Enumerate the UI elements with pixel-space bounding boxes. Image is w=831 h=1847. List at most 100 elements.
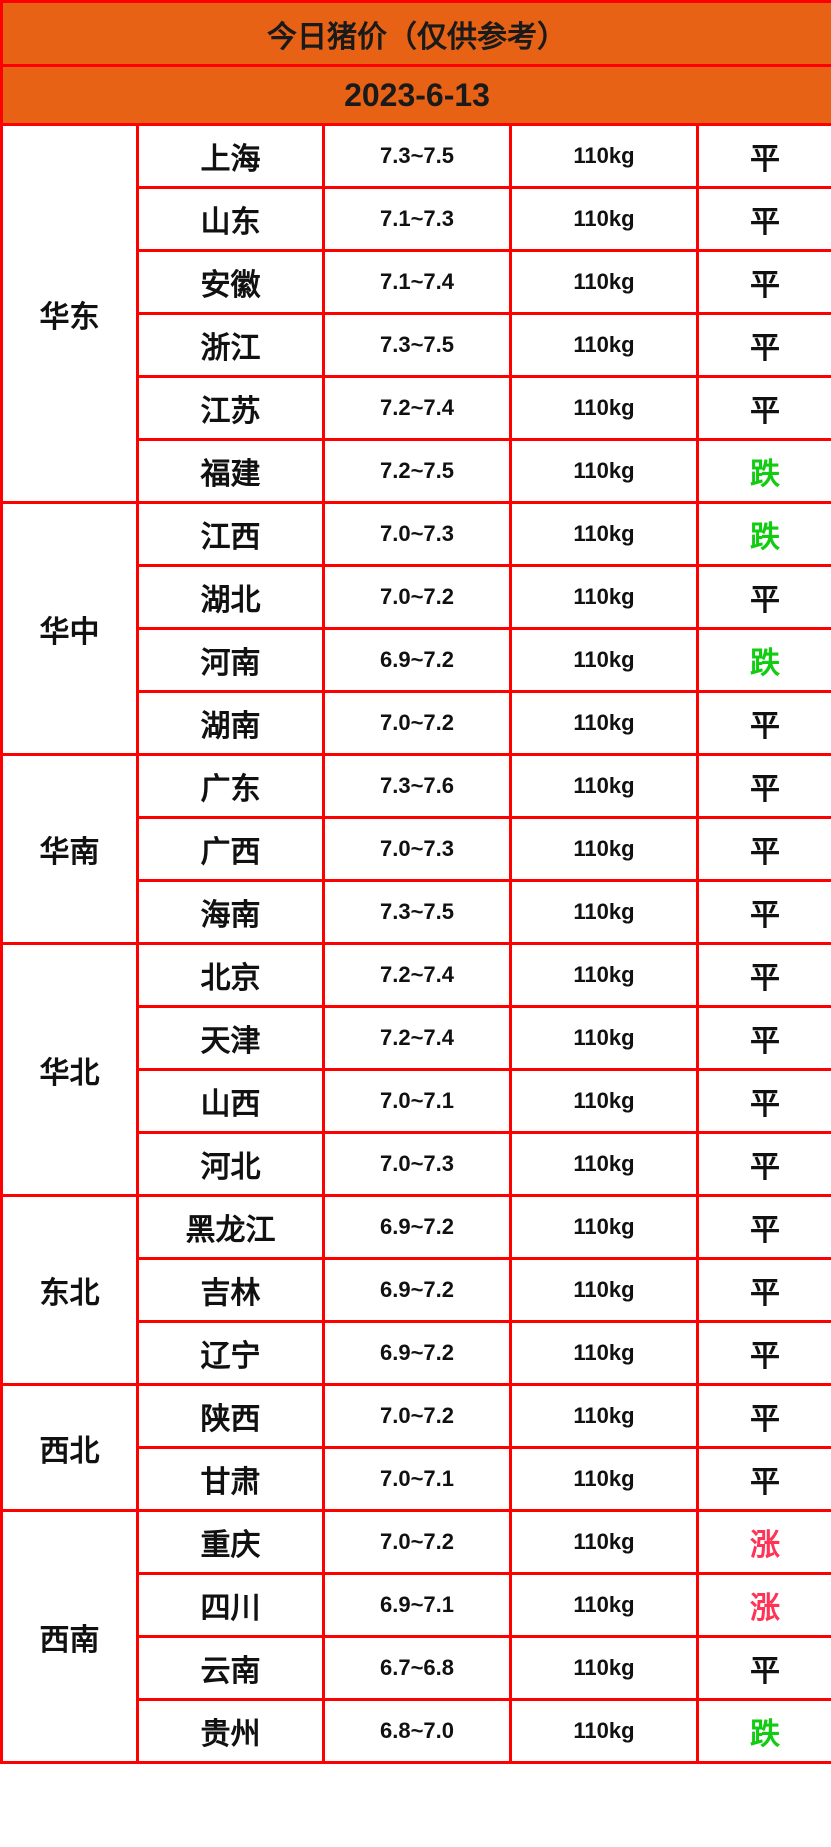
price-range: 7.1~7.4 <box>322 249 512 315</box>
trend-indicator: 平 <box>695 312 831 378</box>
price-range: 6.7~6.8 <box>322 1635 512 1701</box>
province-name: 上海 <box>136 123 325 189</box>
weight-value: 110kg <box>509 312 699 378</box>
table-row: 福建 7.2~7.5 110kg 跌 <box>2 438 831 504</box>
weight-value: 110kg <box>509 1320 699 1386</box>
trend-indicator: 平 <box>695 1005 831 1071</box>
price-range: 7.0~7.3 <box>322 1131 512 1197</box>
weight-value: 110kg <box>509 1698 699 1764</box>
price-range: 6.9~7.2 <box>322 1257 512 1323</box>
trend-indicator: 跌 <box>695 627 831 693</box>
weight-value: 110kg <box>509 1131 699 1197</box>
weight-value: 110kg <box>509 249 699 315</box>
table-row: 天津 7.2~7.4 110kg 平 <box>2 1005 831 1071</box>
table-row: 江苏 7.2~7.4 110kg 平 <box>2 375 831 441</box>
trend-indicator: 平 <box>695 249 831 315</box>
trend-indicator: 涨 <box>695 1509 831 1575</box>
trend-indicator: 平 <box>695 942 831 1008</box>
price-range: 6.9~7.2 <box>322 1194 512 1260</box>
trend-indicator: 平 <box>695 1320 831 1386</box>
table-row: 安徽 7.1~7.4 110kg 平 <box>2 249 831 315</box>
province-name: 江西 <box>136 501 325 567</box>
table-row: 东北 黑龙江 6.9~7.2 110kg 平 <box>0 1194 831 1386</box>
province-name: 河北 <box>136 1131 325 1197</box>
weight-value: 110kg <box>509 1068 699 1134</box>
trend-indicator: 平 <box>695 1446 831 1512</box>
province-name: 吉林 <box>136 1257 325 1323</box>
trend-indicator: 跌 <box>695 501 831 567</box>
price-range: 7.0~7.3 <box>322 501 512 567</box>
date-label: 2023-6-13 <box>0 64 831 126</box>
trend-indicator: 平 <box>695 1635 831 1701</box>
province-name: 海南 <box>136 879 325 945</box>
region-label: 东北 <box>0 1194 139 1386</box>
weight-value: 110kg <box>509 564 699 630</box>
weight-value: 110kg <box>509 627 699 693</box>
weight-value: 110kg <box>509 375 699 441</box>
price-range: 7.0~7.2 <box>322 690 512 756</box>
weight-value: 110kg <box>509 753 699 819</box>
weight-value: 110kg <box>509 942 699 1008</box>
weight-value: 110kg <box>509 1446 699 1512</box>
province-name: 甘肃 <box>136 1446 325 1512</box>
page-title: 今日猪价（仅供参考） <box>0 0 831 67</box>
price-range: 6.9~7.2 <box>322 627 512 693</box>
province-name: 天津 <box>136 1005 325 1071</box>
province-name: 浙江 <box>136 312 325 378</box>
table-row: 吉林 6.9~7.2 110kg 平 <box>2 1257 831 1323</box>
region-label: 华东 <box>0 123 139 504</box>
province-name: 福建 <box>136 438 325 504</box>
price-range: 6.8~7.0 <box>322 1698 512 1764</box>
region-label: 华南 <box>0 753 139 945</box>
trend-indicator: 平 <box>695 375 831 441</box>
weight-value: 110kg <box>509 1005 699 1071</box>
region-label: 华北 <box>0 942 139 1197</box>
price-range: 7.0~7.2 <box>322 1509 512 1575</box>
weight-value: 110kg <box>509 1572 699 1638</box>
trend-indicator: 平 <box>695 564 831 630</box>
weight-value: 110kg <box>509 879 699 945</box>
trend-indicator: 平 <box>695 1383 831 1449</box>
province-name: 江苏 <box>136 375 325 441</box>
price-range: 7.2~7.4 <box>322 375 512 441</box>
trend-indicator: 平 <box>695 753 831 819</box>
region-label: 西南 <box>0 1509 139 1764</box>
table-row: 辽宁 6.9~7.2 110kg 平 <box>2 1320 831 1386</box>
table-row: 西南 重庆 7.0~7.2 110kg 涨 <box>0 1509 831 1764</box>
price-range: 7.3~7.5 <box>322 312 512 378</box>
province-name: 湖南 <box>136 690 325 756</box>
price-range: 7.0~7.2 <box>322 564 512 630</box>
trend-indicator: 平 <box>695 1257 831 1323</box>
province-name: 黑龙江 <box>136 1194 325 1260</box>
price-range: 7.2~7.4 <box>322 942 512 1008</box>
weight-value: 110kg <box>509 123 699 189</box>
trend-indicator: 平 <box>695 1194 831 1260</box>
price-range: 7.0~7.1 <box>322 1446 512 1512</box>
province-name: 辽宁 <box>136 1320 325 1386</box>
weight-value: 110kg <box>509 690 699 756</box>
price-range: 7.2~7.4 <box>322 1005 512 1071</box>
trend-indicator: 涨 <box>695 1572 831 1638</box>
price-range: 7.3~7.5 <box>322 879 512 945</box>
table-row: 浙江 7.3~7.5 110kg 平 <box>2 312 831 378</box>
price-range: 6.9~7.2 <box>322 1320 512 1386</box>
province-name: 山东 <box>136 186 325 252</box>
trend-indicator: 平 <box>695 690 831 756</box>
province-name: 陕西 <box>136 1383 325 1449</box>
weight-value: 110kg <box>509 501 699 567</box>
table-row: 西北 陕西 7.0~7.2 110kg 平 <box>0 1383 831 1512</box>
trend-indicator: 平 <box>695 879 831 945</box>
trend-indicator: 平 <box>695 1131 831 1197</box>
price-range: 7.0~7.2 <box>322 1383 512 1449</box>
table-row: 四川 6.9~7.1 110kg 涨 <box>2 1572 831 1638</box>
trend-indicator: 平 <box>695 1068 831 1134</box>
province-name: 贵州 <box>136 1698 325 1764</box>
price-range: 7.3~7.6 <box>322 753 512 819</box>
price-range: 7.3~7.5 <box>322 123 512 189</box>
weight-value: 110kg <box>509 816 699 882</box>
province-name: 四川 <box>136 1572 325 1638</box>
province-name: 北京 <box>136 942 325 1008</box>
table-row: 湖南 7.0~7.2 110kg 平 <box>2 690 831 756</box>
province-name: 河南 <box>136 627 325 693</box>
trend-indicator: 平 <box>695 123 831 189</box>
